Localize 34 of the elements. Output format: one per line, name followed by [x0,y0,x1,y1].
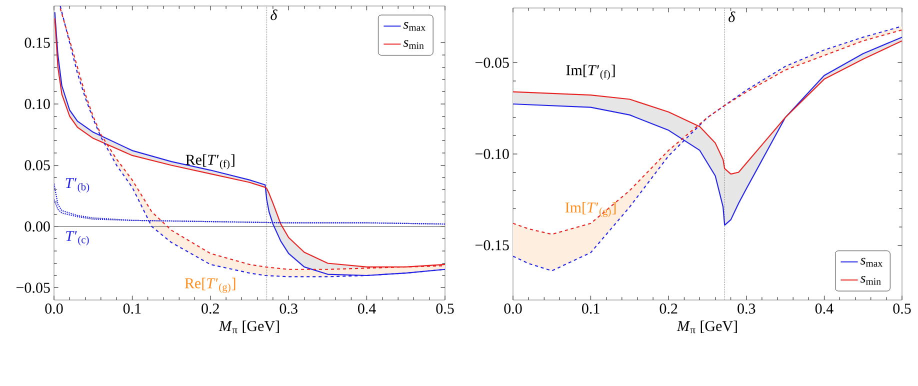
ref-line-label: δ [270,10,278,20]
annotation: Re[T′$_{(g)}$] [184,278,236,293]
x-tick-label: 0.5 [436,304,454,314]
x-tick-label: 0.2 [660,304,678,314]
annotation: Im[T′$_{(f)}$] [566,64,615,80]
x-tick-label: 0.2 [202,304,219,314]
y-tick-label: −0.05 [476,58,509,68]
y-tick-label: 0.05 [24,160,50,170]
ref-line-label: δ [728,12,736,22]
x-tick-label: 0.3 [738,304,756,314]
x-axis-title: M$_{π}$ [GeV] [676,320,737,334]
y-tick-label: −0.15 [476,240,509,250]
y-tick-label: 0.00 [24,221,50,232]
legend-label: s$_{min}$ [403,40,424,49]
y-tick-label: 0.10 [24,98,50,110]
x-tick-label: 0.4 [815,304,834,314]
legend-label: s$_{min}$ [860,276,881,285]
x-tick-label: 0.4 [358,304,376,314]
annotation: Im[T′$_{(g)}$] [565,202,616,217]
annotation: Re[T′$_{(f)}$] [186,154,234,170]
x-tick-label: 0.0 [45,304,63,314]
annotation: T′$_{(b)}$ [66,178,90,193]
x-tick-label: 0.0 [504,304,522,314]
x-tick-label: 0.3 [280,304,298,314]
y-tick-label: 0.15 [24,38,50,48]
y-tick-label: −0.05 [16,282,50,293]
annotation: T′$_{(c)}$ [66,231,89,246]
legend-label: s$_{max}$ [403,22,426,31]
x-tick-label: 0.1 [582,304,600,314]
x-tick-label: 0.1 [123,304,141,314]
x-axis-title: M$_{π}$ [GeV] [218,320,279,334]
y-tick-label: −0.10 [476,148,509,160]
x-tick-label: 0.5 [893,304,911,314]
legend-label: s$_{max}$ [860,258,883,267]
